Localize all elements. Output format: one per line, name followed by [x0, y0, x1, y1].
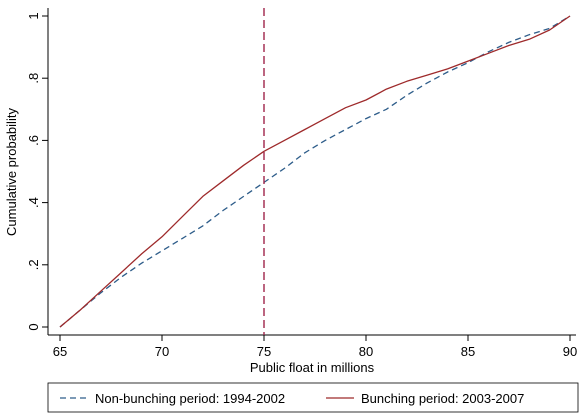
legend: Non-bunching period: 1994-2002 Bunching …: [47, 382, 579, 413]
x-tick-label: 70: [155, 344, 169, 359]
series-line-bunching: [59, 15, 571, 328]
x-tick-label: 85: [461, 344, 475, 359]
y-tick-label: .2: [26, 259, 41, 270]
x-tick-label: 65: [53, 344, 67, 359]
x-tick-label: 75: [257, 344, 271, 359]
y-tick-label: 0: [26, 323, 41, 330]
series-line-non-bunching: [59, 15, 571, 328]
y-axis-ticks: 0 .2 .4 .6 .8 1: [26, 12, 48, 331]
x-axis-ticks: 65 70 75 80 85 90: [53, 335, 577, 359]
y-axis-title: Cumulative probability: [4, 108, 19, 236]
series-layer: [59, 15, 571, 328]
x-tick-label: 90: [563, 344, 577, 359]
x-tick-label: 80: [359, 344, 373, 359]
x-axis-title: Public float in millions: [250, 360, 375, 375]
y-tick-label: .6: [26, 135, 41, 146]
y-tick-label: .8: [26, 73, 41, 84]
y-tick-label: 1: [26, 12, 41, 19]
plot-frame: [47, 8, 576, 336]
legend-box: [47, 382, 579, 413]
legend-label-bunching: Bunching period: 2003-2007: [361, 391, 524, 406]
legend-label-non-bunching: Non-bunching period: 1994-2002: [95, 391, 285, 406]
y-tick-label: .4: [26, 197, 41, 208]
